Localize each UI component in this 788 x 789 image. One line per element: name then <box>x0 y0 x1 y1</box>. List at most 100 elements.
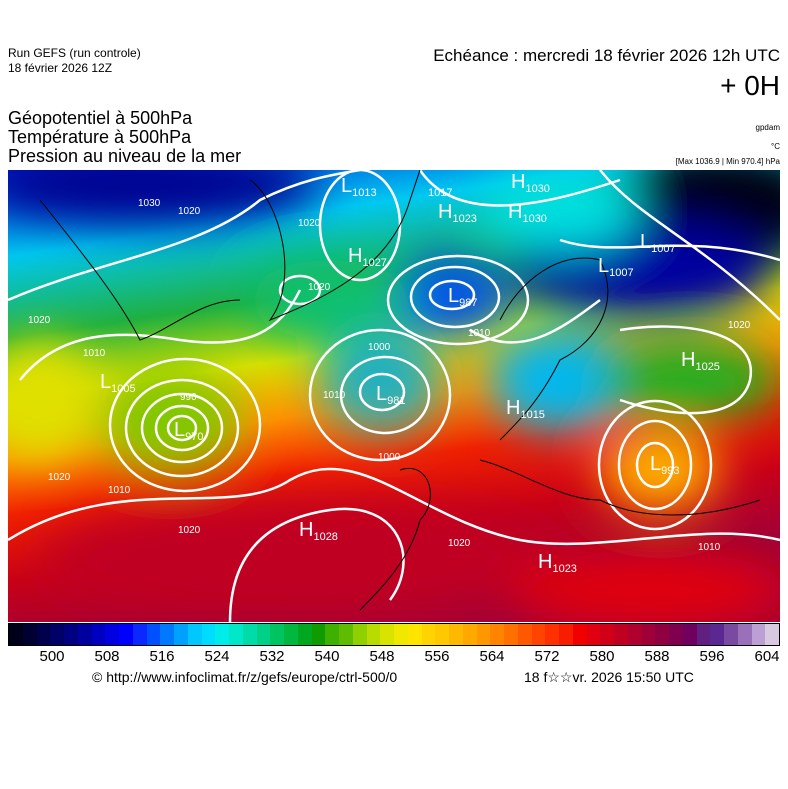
colorbar-swatch <box>407 624 422 645</box>
colorbar-swatch <box>174 624 188 645</box>
colorbar-swatch <box>201 624 216 645</box>
copyright-link[interactable]: © http://www.infoclimat.fr/z/gefs/europe… <box>92 669 398 685</box>
pressure-center: 1017 <box>428 187 453 199</box>
colorbar-tick-label: 556 <box>424 648 450 665</box>
colorbar-swatch <box>504 624 518 645</box>
isobar-label: 1020 <box>298 218 321 229</box>
colorbar-swatch <box>751 624 766 645</box>
isobar-label: 990 <box>180 392 197 403</box>
pressure-system-high: H1025 <box>681 349 720 373</box>
isobar-label: 1030 <box>138 198 161 209</box>
pressure-system-high: H1028 <box>299 519 338 543</box>
colorbar-swatch <box>765 624 779 645</box>
colorbar-swatch <box>270 624 284 645</box>
colorbar-swatch <box>559 624 573 645</box>
forecast-offset: + 0H <box>720 70 780 101</box>
colorbar-tick-label: 596 <box>699 648 725 665</box>
colorbar-swatch <box>119 624 133 645</box>
colorbar-tick-label: 524 <box>204 648 230 665</box>
isobar-label: 1020 <box>308 282 331 293</box>
colorbar-tick-label: 500 <box>39 648 65 665</box>
isobar-label: 1010 <box>468 328 491 339</box>
run-name: Run GEFS (run controle) <box>8 46 141 60</box>
isobar-label: 1010 <box>323 390 346 401</box>
colorbar-swatch <box>421 624 436 645</box>
colorbar-swatch <box>229 624 243 645</box>
pressure-system-high: H1023 <box>438 201 477 225</box>
isobar-label: 1010 <box>83 348 106 359</box>
run-date: 18 février 2026 12Z <box>8 61 113 75</box>
pressure-system-high: H1030 <box>508 201 547 225</box>
colorbar-tick-label: 580 <box>589 648 615 665</box>
colorbar-swatch <box>325 624 339 645</box>
colorbar-tick-label: 564 <box>479 648 505 665</box>
colorbar-swatch <box>297 624 312 645</box>
weather-map[interactable]: L1013 1017 H1030 H1023 H1030 H1027 L987 … <box>8 170 780 622</box>
colorbar-swatch <box>531 624 546 645</box>
pressure-system-low: L1007 <box>640 231 676 255</box>
colorbar-swatch <box>256 624 271 645</box>
unit-pressure: [Max 1036.9 | Min 970.4] hPa <box>675 157 780 166</box>
generated-timestamp: 18 f☆☆vr. 2026 15:50 UTC <box>524 669 694 685</box>
colorbar-swatch <box>339 624 353 645</box>
pressure-system-low: L1013 <box>341 175 377 199</box>
colorbar-tick-label: 532 <box>259 648 285 665</box>
colorbar-swatch <box>641 624 656 645</box>
colorbar-swatch <box>394 624 408 645</box>
colorbar-swatch <box>517 624 532 645</box>
unit-temperature: °C <box>771 142 780 151</box>
colorbar <box>8 623 780 646</box>
colorbar-swatch <box>682 624 697 645</box>
map-field <box>8 170 780 622</box>
colorbar-swatch <box>490 624 504 645</box>
pressure-system-low: L970 <box>174 419 204 443</box>
isobar-label: 1000 <box>378 452 401 463</box>
colorbar-swatch <box>476 624 491 645</box>
colorbar-swatch <box>600 624 614 645</box>
colorbar-swatch <box>105 624 119 645</box>
isobar-label: 1000 <box>368 342 391 353</box>
colorbar-swatch <box>160 624 174 645</box>
unit-geopotential: gpdam <box>755 123 780 132</box>
run-info: Run GEFS (run controle) 18 février 2026 … <box>8 46 141 76</box>
pressure-system-low: L1007 <box>598 255 634 279</box>
isobar-label: 1010 <box>698 542 721 553</box>
title-pressure: Pression au niveau de la mer <box>8 146 242 166</box>
colorbar-tick-label: 548 <box>369 648 395 665</box>
colorbar-swatch <box>710 624 724 645</box>
isobar-label: 1020 <box>48 472 71 483</box>
colorbar-swatch <box>435 624 449 645</box>
colorbar-ticks: 500 508 516 524 532 540 548 556 564 572 580 588 596 6… <box>0 648 788 666</box>
forecast-time: Echéance : mercredi 18 février 2026 12h … <box>433 46 780 65</box>
colorbar-swatch <box>284 624 298 645</box>
colorbar-swatch <box>380 624 394 645</box>
colorbar-swatch <box>132 624 147 645</box>
pressure-system-low: L993 <box>650 453 680 477</box>
colorbar-swatch <box>449 624 463 645</box>
pressure-system-high: H1023 <box>538 551 577 575</box>
colorbar-swatch <box>36 624 51 645</box>
title-temperature: Température à 500hPa <box>8 127 192 147</box>
colorbar-swatch <box>352 624 367 645</box>
pressure-system-low: L987 <box>448 285 478 309</box>
isobar-label: 1020 <box>28 315 51 326</box>
colorbar-tick-label: 516 <box>149 648 175 665</box>
isobar-label: 1020 <box>728 320 751 331</box>
colorbar-swatch <box>187 624 202 645</box>
map-titles: Géopotentiel à 500hPa Température à 500h… <box>8 109 241 166</box>
colorbar-swatch <box>669 624 683 645</box>
colorbar-swatch <box>586 624 601 645</box>
colorbar-swatch <box>545 624 559 645</box>
colorbar-swatch <box>50 624 64 645</box>
colorbar-swatch <box>462 624 477 645</box>
isobar-label: 1020 <box>178 525 201 536</box>
colorbar-swatch <box>242 624 257 645</box>
colorbar-tick-label: 508 <box>94 648 120 665</box>
pressure-system-high: H1027 <box>348 245 387 269</box>
pressure-system-high: H1015 <box>506 397 545 421</box>
colorbar-swatch <box>64 624 78 645</box>
colorbar-swatch <box>737 624 752 645</box>
isobars <box>8 170 780 622</box>
pressure-system-high: H1030 <box>511 171 550 195</box>
colorbar-swatch <box>215 624 229 645</box>
